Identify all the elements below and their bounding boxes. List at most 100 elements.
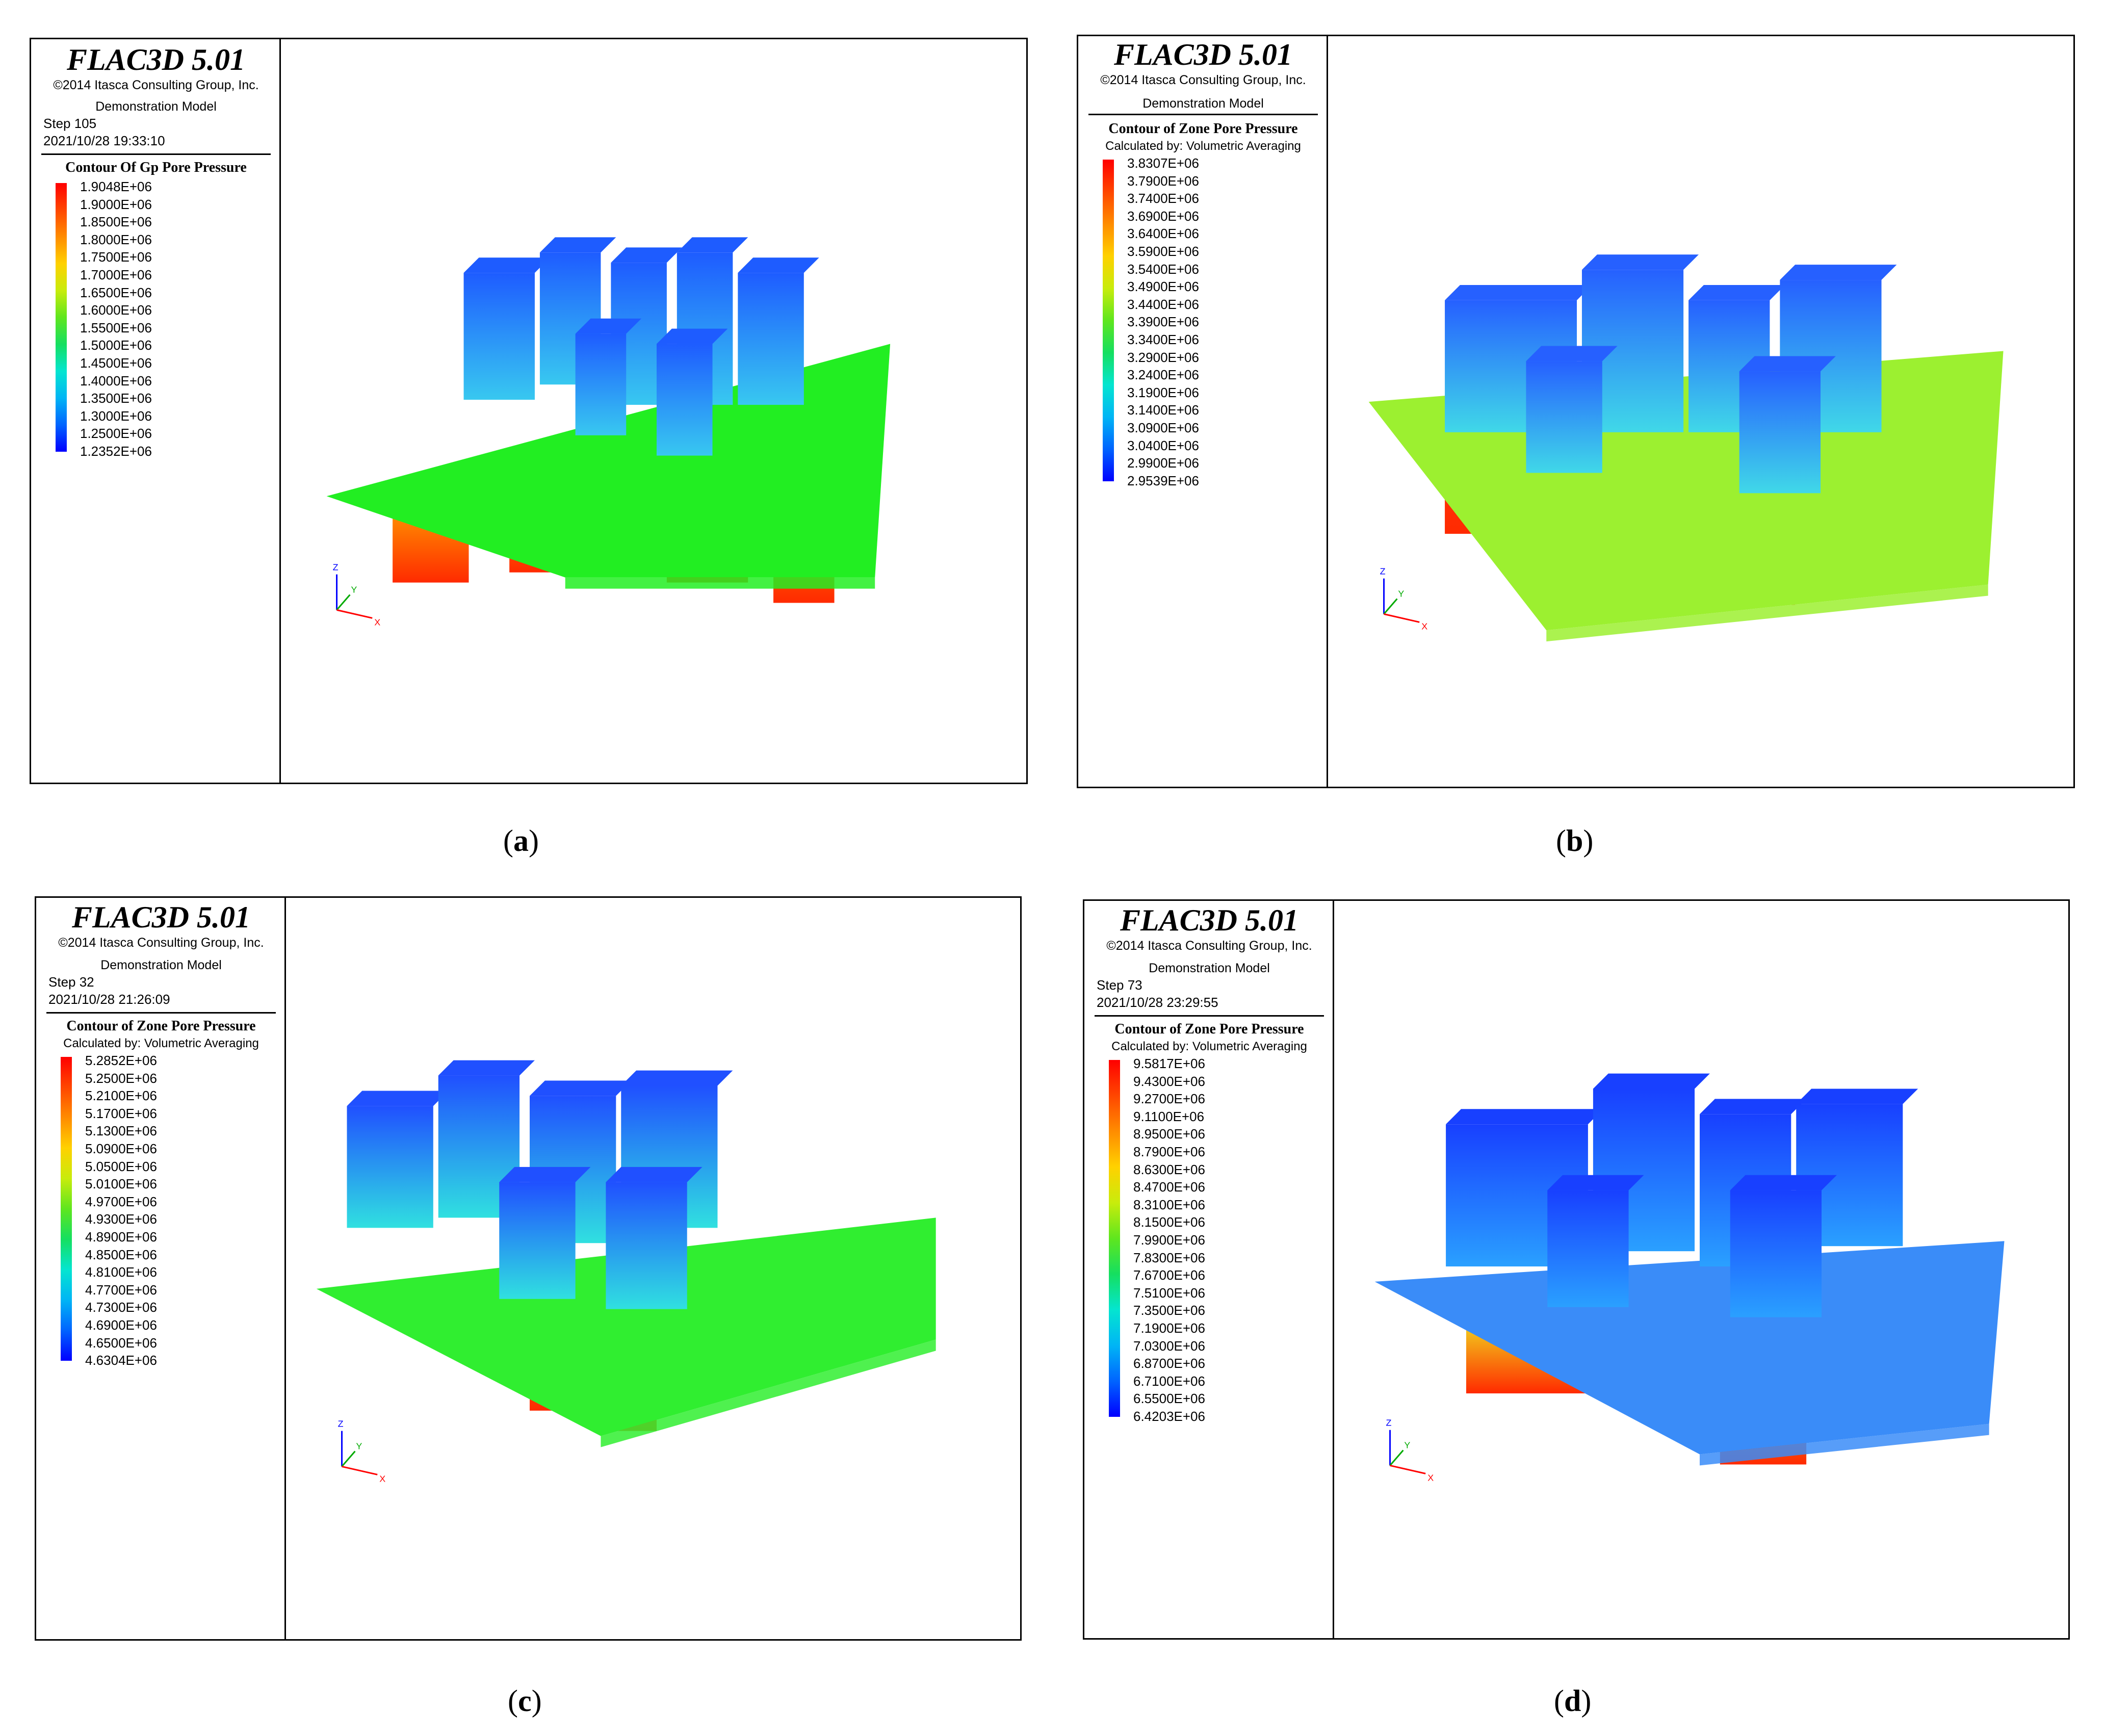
model-render: Z Y X	[1374, 1073, 2005, 1483]
legend-value: 1.7500E+06	[80, 249, 152, 265]
model-block	[1739, 371, 1821, 494]
legend-value: 7.1900E+06	[1133, 1320, 1205, 1336]
model-block-top	[1780, 265, 1897, 280]
legend-value: 1.3500E+06	[80, 391, 152, 406]
calc-method: Calculated by: Volumetric Averaging	[63, 1037, 259, 1050]
legend-value: 1.9000E+06	[80, 196, 152, 212]
legend-value: 1.6500E+06	[80, 284, 152, 300]
model-block-top	[438, 1060, 535, 1076]
legend-value: 3.0400E+06	[1127, 437, 1199, 453]
timestamp: 2021/10/28 23:29:55	[1097, 995, 1218, 1010]
legend-value: 1.6000E+06	[80, 302, 152, 318]
model-block	[463, 273, 535, 400]
legend-value: 3.5400E+06	[1127, 261, 1199, 277]
legend-value: 1.3000E+06	[80, 408, 152, 424]
legend-value: 3.6900E+06	[1127, 208, 1199, 224]
model-block-top	[611, 247, 682, 263]
legend-color-bar	[1103, 160, 1114, 481]
model-block-top	[1730, 1175, 1837, 1190]
model-block-top	[575, 318, 642, 334]
copyright: ©2014 Itasca Consulting Group, Inc.	[53, 78, 259, 92]
legend-value: 1.5500E+06	[80, 320, 152, 335]
legend-color-bar	[1109, 1060, 1120, 1417]
legend-value: 4.9300E+06	[85, 1211, 157, 1227]
axis-x-label: X	[1421, 621, 1427, 631]
model-block	[575, 333, 627, 435]
ground-plate-edge	[565, 577, 875, 589]
legend-value: 8.3100E+06	[1133, 1197, 1205, 1212]
axis-x-label: X	[374, 617, 380, 627]
legend-value: 3.1900E+06	[1127, 384, 1199, 400]
legend-value: 9.1100E+06	[1133, 1108, 1205, 1124]
legend-value: 1.9048E+06	[80, 179, 152, 194]
legend-value: 9.4300E+06	[1133, 1073, 1205, 1089]
legend-value: 6.7100E+06	[1133, 1373, 1205, 1389]
model-render: Z Y X	[326, 237, 891, 627]
legend-column: FLAC3D 5.01 ©2014 Itasca Consulting Grou…	[36, 898, 286, 1639]
legend-column: FLAC3D 5.01 ©2014 Itasca Consulting Grou…	[1084, 901, 1334, 1638]
model-block-top	[539, 237, 616, 253]
axis-y-label: Y	[356, 1441, 362, 1452]
divider	[1095, 1015, 1324, 1017]
ground-plate-edge	[1546, 584, 1988, 642]
model-block	[656, 344, 713, 456]
model-view: Z Y X	[286, 898, 1020, 1639]
caption-b: (b)	[1556, 824, 1594, 858]
legend-value: 8.6300E+06	[1133, 1161, 1205, 1177]
legend-value: 5.1700E+06	[85, 1105, 157, 1121]
legend-value: 1.7000E+06	[80, 267, 152, 282]
model-block-top	[1739, 356, 1836, 372]
legend-value: 4.6900E+06	[85, 1317, 157, 1333]
axis-z-label: Z	[1380, 566, 1386, 577]
model-block-top	[606, 1167, 703, 1182]
model-block-top	[1446, 1109, 1603, 1125]
ground-plate-edge	[1700, 1423, 1989, 1466]
model-block-top	[738, 257, 819, 273]
legend-value: 3.4900E+06	[1127, 279, 1199, 295]
ground-plate	[1374, 1241, 2005, 1455]
axis-x-line	[1390, 1464, 1426, 1474]
caption-c: (c)	[508, 1684, 542, 1718]
model-block	[347, 1106, 433, 1228]
legend-value: 1.2500E+06	[80, 426, 152, 442]
model-block-top	[530, 1080, 632, 1096]
axis-z-label: Z	[1386, 1418, 1392, 1428]
legend-value: 7.8300E+06	[1133, 1250, 1205, 1265]
legend-value: 4.8500E+06	[85, 1247, 157, 1262]
legend-value: 1.8000E+06	[80, 231, 152, 247]
legend-value: 9.5817E+06	[1133, 1056, 1205, 1071]
axis-y-label: Y	[1404, 1440, 1410, 1450]
divider	[41, 153, 271, 155]
legend-value: 1.8500E+06	[80, 214, 152, 230]
model-name: Demonstration Model	[95, 99, 217, 114]
model-block-top	[1445, 285, 1592, 300]
legend-value: 8.1500E+06	[1133, 1214, 1205, 1230]
legend-value: 1.5000E+06	[80, 338, 152, 353]
ground-plate-edge	[601, 1339, 936, 1447]
model-render: Z Y X	[1368, 254, 2004, 642]
axis-y-label: Y	[351, 585, 357, 595]
legend-value: 8.9500E+06	[1133, 1126, 1205, 1142]
legend-color-bar	[56, 183, 67, 452]
axis-y-line	[341, 1450, 356, 1467]
timestamp: 2021/10/28 21:26:09	[48, 992, 170, 1007]
legend-column: FLAC3D 5.01 ©2014 Itasca Consulting Grou…	[1078, 36, 1328, 787]
step-label: Step 105	[43, 116, 97, 131]
legend-value: 4.6500E+06	[85, 1335, 157, 1351]
legend-value: 5.2852E+06	[85, 1053, 157, 1068]
legend-value: 1.4000E+06	[80, 373, 152, 388]
legend-value: 4.9700E+06	[85, 1194, 157, 1209]
legend-value: 1.4500E+06	[80, 355, 152, 371]
legend-value: 5.0100E+06	[85, 1176, 157, 1192]
calc-method: Calculated by: Volumetric Averaging	[1111, 1040, 1307, 1053]
legend-value: 3.7900E+06	[1127, 173, 1199, 189]
model-block	[606, 1182, 687, 1309]
model-view: Z Y X	[281, 39, 1026, 783]
legend-value: 7.5100E+06	[1133, 1285, 1205, 1301]
software-title: FLAC3D 5.01	[66, 43, 246, 76]
model-block-top	[677, 237, 748, 253]
legend-value: 6.5500E+06	[1133, 1391, 1205, 1407]
legend-value: 7.6700E+06	[1133, 1267, 1205, 1283]
axis-x-line	[336, 609, 373, 619]
model-block-top	[347, 1091, 449, 1106]
